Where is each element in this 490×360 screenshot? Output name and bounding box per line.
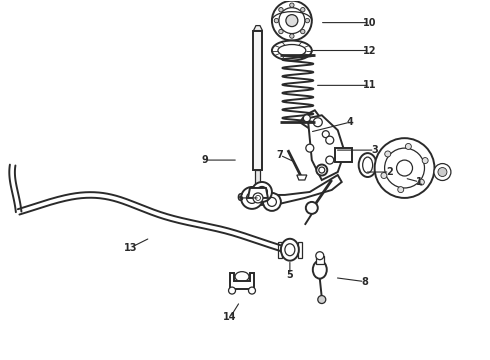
Circle shape [290, 3, 294, 7]
Circle shape [438, 167, 447, 176]
Polygon shape [250, 175, 342, 205]
Circle shape [303, 115, 310, 122]
Circle shape [256, 186, 268, 197]
Circle shape [279, 8, 305, 33]
Ellipse shape [272, 41, 312, 60]
Circle shape [286, 15, 298, 27]
Text: 1: 1 [416, 177, 423, 187]
Polygon shape [255, 170, 261, 202]
Polygon shape [230, 273, 254, 289]
Text: 11: 11 [363, 80, 376, 90]
Circle shape [326, 136, 334, 144]
Circle shape [255, 195, 261, 201]
Circle shape [300, 8, 305, 12]
Text: 13: 13 [123, 243, 137, 253]
Circle shape [305, 18, 310, 23]
Circle shape [319, 167, 325, 173]
Circle shape [381, 172, 387, 179]
Polygon shape [278, 242, 282, 258]
Polygon shape [335, 148, 352, 162]
Text: 8: 8 [361, 276, 368, 287]
Circle shape [228, 287, 236, 294]
Polygon shape [253, 31, 263, 170]
Circle shape [375, 138, 435, 198]
Circle shape [279, 30, 283, 34]
Polygon shape [298, 242, 302, 258]
Ellipse shape [313, 261, 327, 279]
Polygon shape [249, 190, 267, 198]
Polygon shape [300, 110, 330, 138]
Circle shape [306, 202, 318, 214]
Circle shape [306, 144, 314, 152]
Text: 9: 9 [202, 155, 208, 165]
Text: 7: 7 [276, 150, 283, 160]
Text: 6: 6 [237, 193, 244, 203]
Polygon shape [308, 115, 345, 180]
Text: 4: 4 [346, 117, 353, 127]
Circle shape [313, 118, 322, 127]
Circle shape [252, 182, 272, 202]
Text: 12: 12 [363, 45, 376, 55]
Text: 10: 10 [363, 18, 376, 28]
Circle shape [434, 163, 451, 180]
Circle shape [263, 193, 281, 211]
Circle shape [326, 156, 334, 164]
Circle shape [248, 287, 255, 294]
Polygon shape [297, 175, 307, 180]
Ellipse shape [359, 153, 377, 177]
Ellipse shape [363, 157, 372, 173]
Circle shape [253, 193, 263, 203]
Circle shape [398, 186, 404, 193]
Circle shape [300, 30, 305, 34]
Circle shape [385, 148, 424, 188]
Circle shape [418, 179, 424, 185]
Circle shape [241, 187, 263, 209]
Polygon shape [248, 188, 268, 198]
Text: 5: 5 [287, 270, 293, 280]
Ellipse shape [285, 244, 295, 256]
Ellipse shape [281, 239, 299, 261]
Circle shape [316, 252, 324, 260]
Circle shape [317, 165, 327, 176]
Polygon shape [253, 26, 263, 31]
Circle shape [272, 1, 312, 41]
Text: 2: 2 [386, 167, 393, 177]
Circle shape [396, 160, 413, 176]
Circle shape [318, 296, 326, 303]
Circle shape [422, 158, 428, 163]
Circle shape [290, 34, 294, 38]
Circle shape [322, 131, 329, 138]
Ellipse shape [278, 45, 306, 57]
Circle shape [274, 18, 279, 23]
Ellipse shape [235, 272, 249, 282]
Polygon shape [316, 256, 324, 264]
Circle shape [268, 197, 276, 206]
Circle shape [385, 151, 391, 157]
Circle shape [246, 193, 257, 203]
Circle shape [405, 144, 411, 149]
Text: 3: 3 [371, 145, 378, 155]
Text: 14: 14 [223, 312, 237, 323]
Circle shape [279, 8, 283, 12]
